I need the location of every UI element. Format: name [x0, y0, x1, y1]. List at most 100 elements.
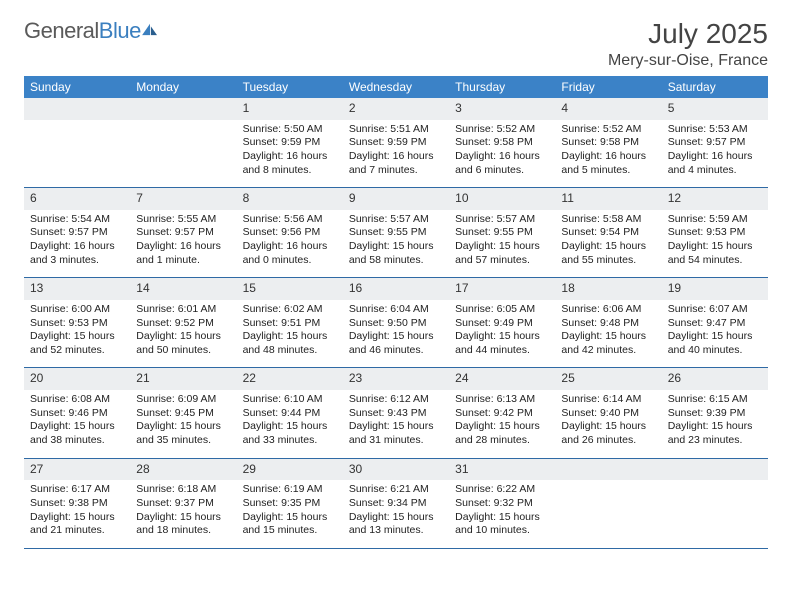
sunrise-line: Sunrise: 5:54 AM [30, 213, 124, 227]
daylight-line: Daylight: 15 hours and 28 minutes. [455, 420, 549, 447]
calendar-cell: 8Sunrise: 5:56 AMSunset: 9:56 PMDaylight… [237, 188, 343, 273]
calendar-cell: 23Sunrise: 6:12 AMSunset: 9:43 PMDayligh… [343, 368, 449, 453]
sunset-line: Sunset: 9:43 PM [349, 407, 443, 421]
day-number: 15 [237, 278, 343, 300]
month-title: July 2025 [608, 18, 768, 50]
sunset-line: Sunset: 9:53 PM [668, 226, 762, 240]
day-number [130, 98, 236, 120]
day-number: 6 [24, 188, 130, 210]
daylight-line: Daylight: 16 hours and 4 minutes. [668, 150, 762, 177]
page-header: GeneralBlue July 2025 Mery-sur-Oise, Fra… [24, 18, 768, 70]
day-number: 4 [555, 98, 661, 120]
calendar-cell: 14Sunrise: 6:01 AMSunset: 9:52 PMDayligh… [130, 278, 236, 363]
day-number: 3 [449, 98, 555, 120]
brand-text: GeneralBlue [24, 18, 141, 44]
calendar-cell: 26Sunrise: 6:15 AMSunset: 9:39 PMDayligh… [662, 368, 768, 453]
sunset-line: Sunset: 9:57 PM [668, 136, 762, 150]
sunrise-line: Sunrise: 6:18 AM [136, 483, 230, 497]
sunset-line: Sunset: 9:49 PM [455, 317, 549, 331]
sunset-line: Sunset: 9:55 PM [455, 226, 549, 240]
brand-part1: General [24, 18, 99, 43]
daylight-line: Daylight: 15 hours and 55 minutes. [561, 240, 655, 267]
daylight-line: Daylight: 15 hours and 26 minutes. [561, 420, 655, 447]
calendar-cell: 6Sunrise: 5:54 AMSunset: 9:57 PMDaylight… [24, 188, 130, 273]
sunrise-line: Sunrise: 6:07 AM [668, 303, 762, 317]
sunrise-line: Sunrise: 5:52 AM [561, 123, 655, 137]
calendar-cell: 5Sunrise: 5:53 AMSunset: 9:57 PMDaylight… [662, 98, 768, 183]
calendar-cell: 22Sunrise: 6:10 AMSunset: 9:44 PMDayligh… [237, 368, 343, 453]
daylight-line: Daylight: 15 hours and 57 minutes. [455, 240, 549, 267]
sunrise-line: Sunrise: 5:52 AM [455, 123, 549, 137]
daylight-line: Daylight: 16 hours and 7 minutes. [349, 150, 443, 177]
day-number: 22 [237, 368, 343, 390]
calendar-cell: 19Sunrise: 6:07 AMSunset: 9:47 PMDayligh… [662, 278, 768, 363]
sunrise-line: Sunrise: 5:53 AM [668, 123, 762, 137]
weekday-header-row: Sunday Monday Tuesday Wednesday Thursday… [24, 76, 768, 98]
daylight-line: Daylight: 15 hours and 18 minutes. [136, 511, 230, 538]
day-number: 16 [343, 278, 449, 300]
calendar-cell-empty [24, 98, 130, 183]
sunset-line: Sunset: 9:51 PM [243, 317, 337, 331]
sunrise-line: Sunrise: 5:57 AM [349, 213, 443, 227]
sunset-line: Sunset: 9:53 PM [30, 317, 124, 331]
calendar-cell: 24Sunrise: 6:13 AMSunset: 9:42 PMDayligh… [449, 368, 555, 453]
sunset-line: Sunset: 9:40 PM [561, 407, 655, 421]
weekday-header: Sunday [24, 76, 130, 98]
calendar-page: GeneralBlue July 2025 Mery-sur-Oise, Fra… [0, 0, 792, 559]
day-number: 7 [130, 188, 236, 210]
day-number [662, 459, 768, 481]
calendar-cell-empty [130, 98, 236, 183]
sunset-line: Sunset: 9:45 PM [136, 407, 230, 421]
weekday-header: Thursday [449, 76, 555, 98]
daylight-line: Daylight: 15 hours and 10 minutes. [455, 511, 549, 538]
calendar-cell: 7Sunrise: 5:55 AMSunset: 9:57 PMDaylight… [130, 188, 236, 273]
sunrise-line: Sunrise: 5:57 AM [455, 213, 549, 227]
day-number [24, 98, 130, 120]
sunrise-line: Sunrise: 5:50 AM [243, 123, 337, 137]
sunset-line: Sunset: 9:32 PM [455, 497, 549, 511]
sunset-line: Sunset: 9:58 PM [561, 136, 655, 150]
sunrise-line: Sunrise: 5:58 AM [561, 213, 655, 227]
calendar-cell: 21Sunrise: 6:09 AMSunset: 9:45 PMDayligh… [130, 368, 236, 453]
sunrise-line: Sunrise: 6:21 AM [349, 483, 443, 497]
daylight-line: Daylight: 16 hours and 6 minutes. [455, 150, 549, 177]
sunset-line: Sunset: 9:35 PM [243, 497, 337, 511]
sunset-line: Sunset: 9:55 PM [349, 226, 443, 240]
weekday-header: Tuesday [237, 76, 343, 98]
day-number: 12 [662, 188, 768, 210]
sunrise-line: Sunrise: 6:08 AM [30, 393, 124, 407]
calendar-cell: 25Sunrise: 6:14 AMSunset: 9:40 PMDayligh… [555, 368, 661, 453]
sunrise-line: Sunrise: 6:06 AM [561, 303, 655, 317]
sunset-line: Sunset: 9:57 PM [30, 226, 124, 240]
day-number: 14 [130, 278, 236, 300]
calendar-cell: 9Sunrise: 5:57 AMSunset: 9:55 PMDaylight… [343, 188, 449, 273]
day-number: 31 [449, 459, 555, 481]
calendar-cell: 18Sunrise: 6:06 AMSunset: 9:48 PMDayligh… [555, 278, 661, 363]
weekday-header: Friday [555, 76, 661, 98]
day-number [555, 459, 661, 481]
day-number: 24 [449, 368, 555, 390]
title-block: July 2025 Mery-sur-Oise, France [608, 18, 768, 70]
sunset-line: Sunset: 9:52 PM [136, 317, 230, 331]
day-number: 13 [24, 278, 130, 300]
daylight-line: Daylight: 16 hours and 1 minute. [136, 240, 230, 267]
calendar-cell-empty [662, 459, 768, 544]
day-number: 17 [449, 278, 555, 300]
day-number: 8 [237, 188, 343, 210]
daylight-line: Daylight: 15 hours and 21 minutes. [30, 511, 124, 538]
calendar-cell: 4Sunrise: 5:52 AMSunset: 9:58 PMDaylight… [555, 98, 661, 183]
sunrise-line: Sunrise: 6:10 AM [243, 393, 337, 407]
calendar-cell: 1Sunrise: 5:50 AMSunset: 9:59 PMDaylight… [237, 98, 343, 183]
sunrise-line: Sunrise: 6:12 AM [349, 393, 443, 407]
day-number: 25 [555, 368, 661, 390]
sunset-line: Sunset: 9:46 PM [30, 407, 124, 421]
day-number: 30 [343, 459, 449, 481]
daylight-line: Daylight: 15 hours and 33 minutes. [243, 420, 337, 447]
sunset-line: Sunset: 9:54 PM [561, 226, 655, 240]
calendar-cell: 13Sunrise: 6:00 AMSunset: 9:53 PMDayligh… [24, 278, 130, 363]
sunset-line: Sunset: 9:34 PM [349, 497, 443, 511]
calendar-cell: 29Sunrise: 6:19 AMSunset: 9:35 PMDayligh… [237, 459, 343, 544]
daylight-line: Daylight: 15 hours and 44 minutes. [455, 330, 549, 357]
sunset-line: Sunset: 9:39 PM [668, 407, 762, 421]
day-number: 11 [555, 188, 661, 210]
